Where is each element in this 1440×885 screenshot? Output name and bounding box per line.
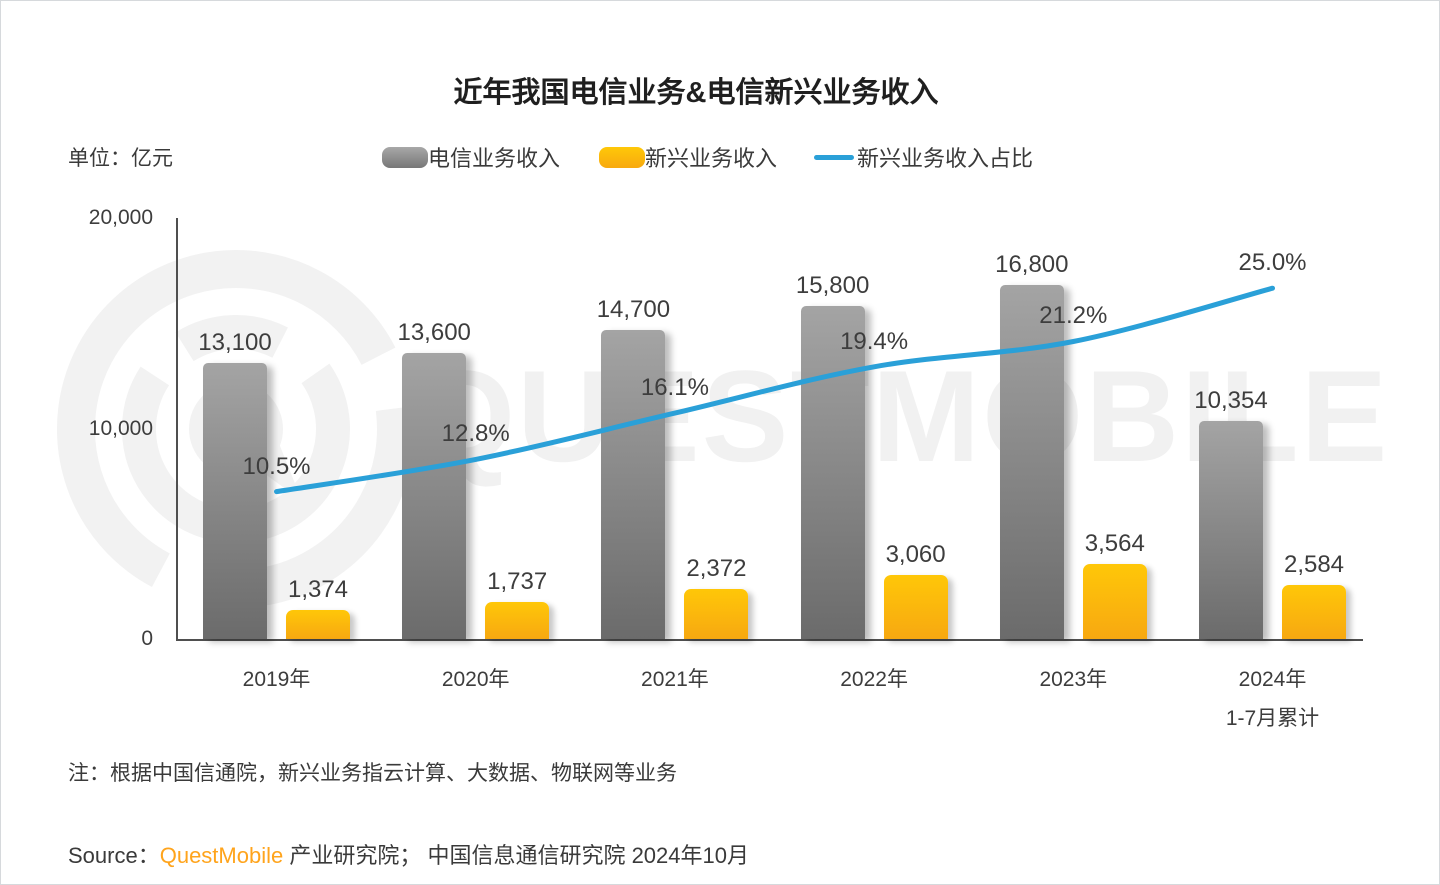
bar-value-label: 3,564 xyxy=(1084,529,1145,557)
legend-label: 新兴业务收入 xyxy=(645,146,778,171)
x-tick-label: 2021年 xyxy=(641,668,709,691)
telecom-revenue-swatch-icon xyxy=(382,146,428,168)
bar-telecom-2021年 xyxy=(601,329,666,639)
footnote: 注：根据中国信通院，新兴业务指云计算、大数据、物联网等业务 xyxy=(68,762,677,785)
chart-title: 近年我国电信业务&电信新兴业务收入 xyxy=(453,77,939,109)
share-pct-label: 21.2% xyxy=(1039,302,1108,330)
bar-value-label: 3,060 xyxy=(885,540,946,568)
bar-telecom-2020年 xyxy=(402,352,467,639)
share-pct-label: 16.1% xyxy=(640,374,709,402)
bar-telecom-2022年 xyxy=(800,306,865,639)
x-tick-sublabel: 1-7月累计 xyxy=(1225,707,1320,730)
y-tick-label: 10,000 xyxy=(88,416,153,440)
bar-value-label: 10,354 xyxy=(1194,387,1268,415)
y-axis-line xyxy=(176,218,178,641)
bar-emerging-2023年 xyxy=(1082,563,1147,639)
bar-value-label: 1,374 xyxy=(287,576,349,604)
bar-emerging-2024年 xyxy=(1282,584,1346,639)
source-line: Source：QuestMobile 产业研究院； 中国信息通信研究院 2024… xyxy=(68,838,749,870)
emerging-revenue-swatch-icon xyxy=(599,146,645,168)
bar-value-label: 15,800 xyxy=(795,272,870,300)
bar-value-label: 14,700 xyxy=(596,295,671,323)
bar-value-label: 2,584 xyxy=(1283,550,1345,578)
source-prefix: Source： xyxy=(68,843,160,868)
x-tick-label: 2020年 xyxy=(441,668,510,691)
bar-emerging-2021年 xyxy=(684,589,749,639)
bar-emerging-2022年 xyxy=(883,574,948,639)
legend-item-telecom-revenue: 电信业务收入 xyxy=(382,141,560,173)
share-line-marker-icon xyxy=(814,154,854,160)
y-tick-label: 20,000 xyxy=(88,206,153,229)
bar-telecom-2019年 xyxy=(203,363,267,639)
legend-label: 电信业务收入 xyxy=(428,146,561,171)
source-suffix: 产业研究院； 中国信息通信研究院 2024年10月 xyxy=(283,843,749,868)
bar-emerging-2019年 xyxy=(286,610,350,639)
bar-value-label: 13,100 xyxy=(198,329,272,357)
x-tick-label: 2022年 xyxy=(840,668,908,691)
share-pct-label: 10.5% xyxy=(242,452,311,480)
bar-value-label: 2,372 xyxy=(686,555,747,583)
share-pct-label: 25.0% xyxy=(1238,249,1307,277)
legend-item-emerging-revenue: 新兴业务收入 xyxy=(599,141,777,173)
bar-value-label: 16,800 xyxy=(995,251,1069,279)
share-pct-label: 12.8% xyxy=(441,420,510,448)
legend-item-emerging-share: 新兴业务收入占比 xyxy=(814,141,1033,173)
share-pct-label: 19.4% xyxy=(840,327,909,355)
bar-emerging-2020年 xyxy=(485,602,550,639)
y-tick-label: 0 xyxy=(141,627,153,650)
bar-value-label: 13,600 xyxy=(397,318,471,346)
x-tick-label: 2024年 xyxy=(1238,668,1307,691)
legend-label: 新兴业务收入占比 xyxy=(857,146,1034,171)
unit-label: 单位：亿元 xyxy=(68,147,173,170)
x-tick-label: 2023年 xyxy=(1039,668,1108,691)
x-tick-label: 2019年 xyxy=(242,668,311,691)
source-brand: QuestMobile xyxy=(159,843,284,868)
bar-value-label: 1,737 xyxy=(487,568,548,596)
bar-telecom-2024年 xyxy=(1199,421,1263,639)
x-axis-line xyxy=(176,639,1363,641)
